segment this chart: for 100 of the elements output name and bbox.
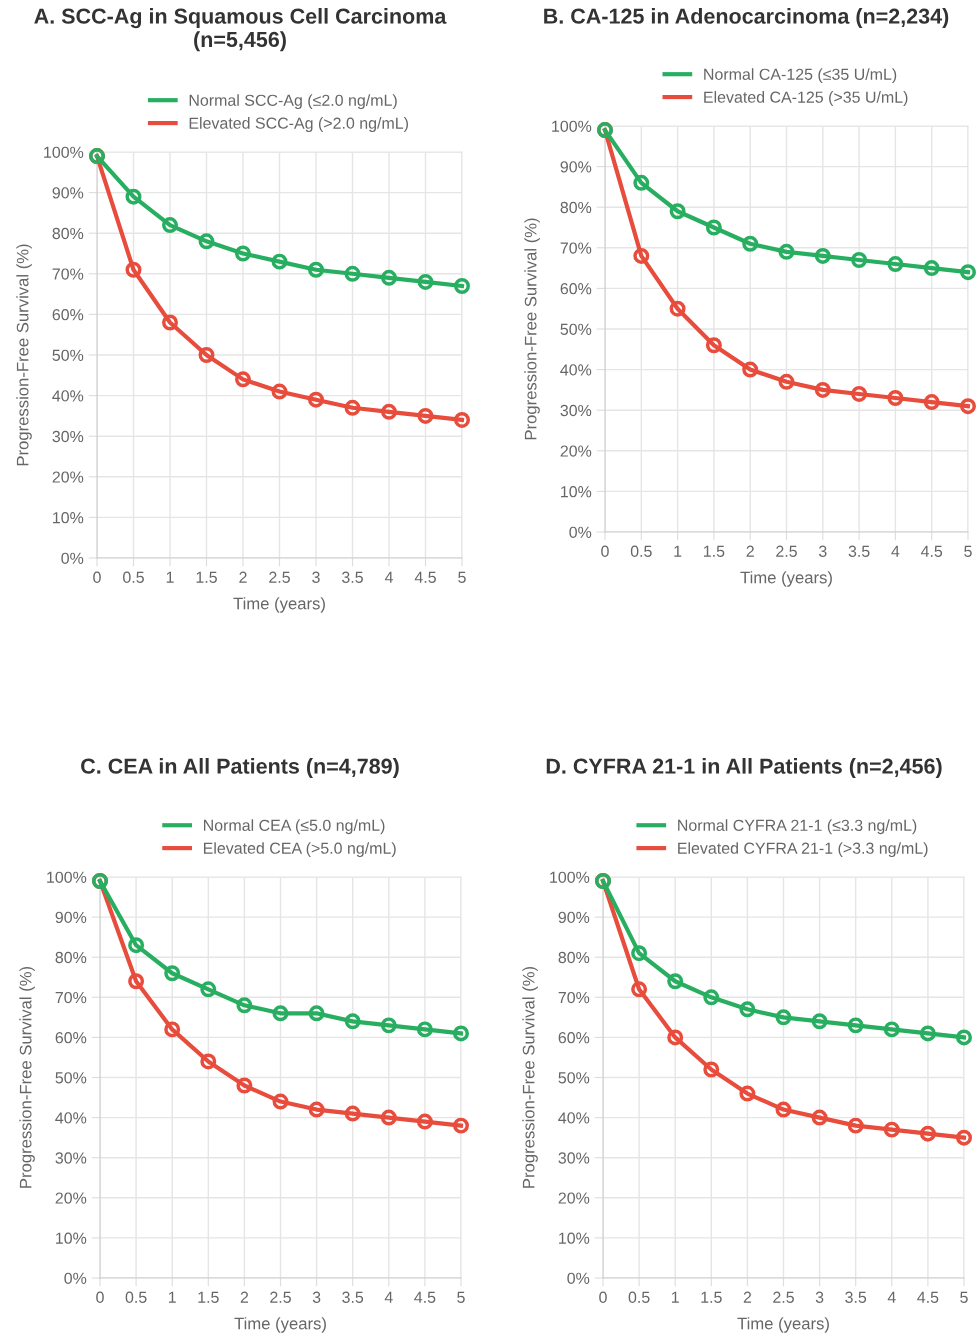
chart-title: B. CA-125 in Adenocarcinoma (n=2,234) (544, 8, 949, 29)
y-tick-label: 20% (558, 1192, 590, 1204)
legend-label: Normal CEA (≤5.0 ng/mL) (203, 819, 385, 835)
x-tick-label: 0 (96, 1291, 104, 1303)
y-tick-label: 60% (52, 309, 84, 321)
x-tick-label: 1 (168, 1291, 176, 1303)
legend-label: Elevated CYFRA 21-1 (>3.3 ng/mL) (678, 842, 928, 858)
y-axis-title: Progression-Free Survival (%) (19, 966, 35, 1188)
x-tick-label: 2.5 (776, 545, 797, 557)
y-tick-label: 10% (561, 486, 592, 498)
x-tick-label: 4 (384, 1291, 393, 1303)
x-tick-label: 3.5 (342, 1291, 364, 1303)
x-tick-label: 1.5 (196, 571, 217, 583)
x-tick-label: 0 (599, 1291, 607, 1303)
legend-label: Elevated CEA (>5.0 ng/mL) (203, 842, 396, 858)
x-tick-label: 4.5 (414, 1291, 436, 1303)
y-tick-label: 60% (55, 1032, 87, 1044)
x-tick-label: 4 (384, 571, 393, 583)
y-tick-label: 0% (64, 1272, 87, 1284)
x-tick-label: 3.5 (845, 1291, 867, 1303)
y-tick-label: 60% (558, 1032, 590, 1044)
chart-title: C. CEA in All Patients (n=4,789) (81, 758, 399, 779)
x-tick-label: 1 (674, 545, 682, 557)
y-tick-label: 100% (552, 120, 592, 132)
x-tick-label: 2 (240, 1291, 249, 1303)
y-tick-label: 100% (44, 146, 84, 158)
y-axis-title: Progression-Free Survival (%) (522, 966, 538, 1188)
y-tick-label: 30% (55, 1152, 87, 1164)
x-tick-label: 0.5 (125, 1291, 147, 1303)
x-tick-label: 2.5 (269, 571, 290, 583)
x-tick-label: 2 (239, 571, 247, 583)
chart-title: D. CYFRA 21-1 in All Patients (n=2,456) (546, 758, 942, 779)
y-tick-label: 70% (55, 991, 87, 1004)
x-tick-label: 3 (312, 1291, 321, 1303)
chart-title: A. SCC-Ag in Squamous Cell Carcinoma (n=5,456) (34, 8, 447, 52)
legend-label: Elevated CA-125 (>35 U/mL) (704, 91, 908, 106)
y-tick-label: 70% (52, 268, 84, 280)
y-tick-label: 30% (558, 1152, 590, 1164)
y-tick-label: 80% (52, 227, 84, 240)
y-tick-label: 50% (52, 349, 84, 361)
x-axis-title: Time (years) (737, 1317, 829, 1333)
y-tick-label: 80% (560, 201, 592, 214)
legend-label: Elevated SCC-Ag (>2.0 ng/mL) (189, 117, 408, 132)
y-tick-label: 80% (55, 951, 87, 964)
y-tick-label: 90% (52, 187, 84, 199)
x-tick-label: 4 (887, 1291, 896, 1303)
y-tick-label: 10% (53, 512, 84, 524)
y-tick-label: 60% (560, 283, 592, 295)
y-tick-label: 80% (558, 951, 590, 964)
x-tick-label: 2 (743, 1291, 752, 1303)
x-tick-label: 4.5 (920, 545, 943, 557)
x-tick-label: 5 (964, 545, 972, 557)
y-tick-label: 100% (550, 871, 590, 883)
x-tick-label: 4.5 (917, 1291, 939, 1303)
x-tick-label: 3.5 (342, 571, 363, 583)
y-tick-label: 10% (56, 1232, 87, 1244)
x-tick-label: 0.5 (628, 1291, 650, 1303)
x-tick-label: 3 (312, 571, 320, 583)
x-tick-label: 2.5 (270, 1291, 291, 1303)
x-tick-label: 0 (601, 545, 609, 557)
x-tick-label: 1.5 (704, 545, 725, 557)
y-tick-label: 50% (558, 1072, 590, 1084)
y-tick-label: 90% (558, 911, 590, 924)
y-tick-label: 20% (55, 1192, 87, 1204)
legend-label: Normal SCC-Ag (≤2.0 ng/mL) (189, 94, 397, 110)
y-tick-label: 0% (61, 552, 84, 564)
x-tick-label: 4.5 (414, 571, 436, 583)
x-tick-label: 1 (671, 1291, 679, 1303)
x-tick-label: 0 (93, 571, 101, 583)
x-tick-label: 5 (960, 1291, 968, 1303)
legend-label: Normal CA-125 (≤35 U/mL) (704, 68, 897, 84)
y-axis-title: Progression-Free Survival (%) (16, 244, 32, 466)
x-tick-label: 0.5 (630, 545, 652, 557)
x-tick-label: 5 (458, 571, 466, 583)
y-tick-label: 0% (567, 1272, 590, 1284)
x-tick-label: 0.5 (123, 571, 144, 583)
y-axis-title: Progression-Free Survival (%) (524, 218, 540, 440)
x-tick-label: 4 (891, 545, 900, 557)
y-tick-label: 30% (560, 404, 592, 417)
x-axis-title: Time (years) (234, 1317, 326, 1333)
legend-label: Normal CYFRA 21-1 (≤3.3 ng/mL) (678, 819, 917, 835)
y-tick-label: 70% (560, 242, 592, 254)
x-axis-title: Time (years) (740, 571, 832, 587)
x-tick-label: 2.5 (773, 1291, 794, 1303)
y-tick-label: 40% (55, 1112, 87, 1124)
y-tick-label: 10% (559, 1232, 590, 1244)
y-tick-label: 0% (569, 526, 592, 538)
y-tick-label: 50% (560, 323, 592, 335)
y-tick-label: 50% (55, 1072, 87, 1084)
x-tick-label: 2 (746, 545, 754, 557)
x-tick-label: 1.5 (701, 1291, 722, 1303)
y-tick-label: 20% (52, 471, 84, 483)
y-tick-label: 40% (560, 364, 592, 376)
y-tick-label: 70% (558, 991, 590, 1004)
y-tick-label: 30% (52, 430, 84, 443)
x-tick-label: 1 (166, 571, 174, 583)
y-tick-label: 100% (47, 871, 87, 883)
x-tick-label: 5 (457, 1291, 465, 1303)
x-tick-label: 3 (818, 545, 827, 557)
x-tick-label: 1.5 (198, 1291, 219, 1303)
